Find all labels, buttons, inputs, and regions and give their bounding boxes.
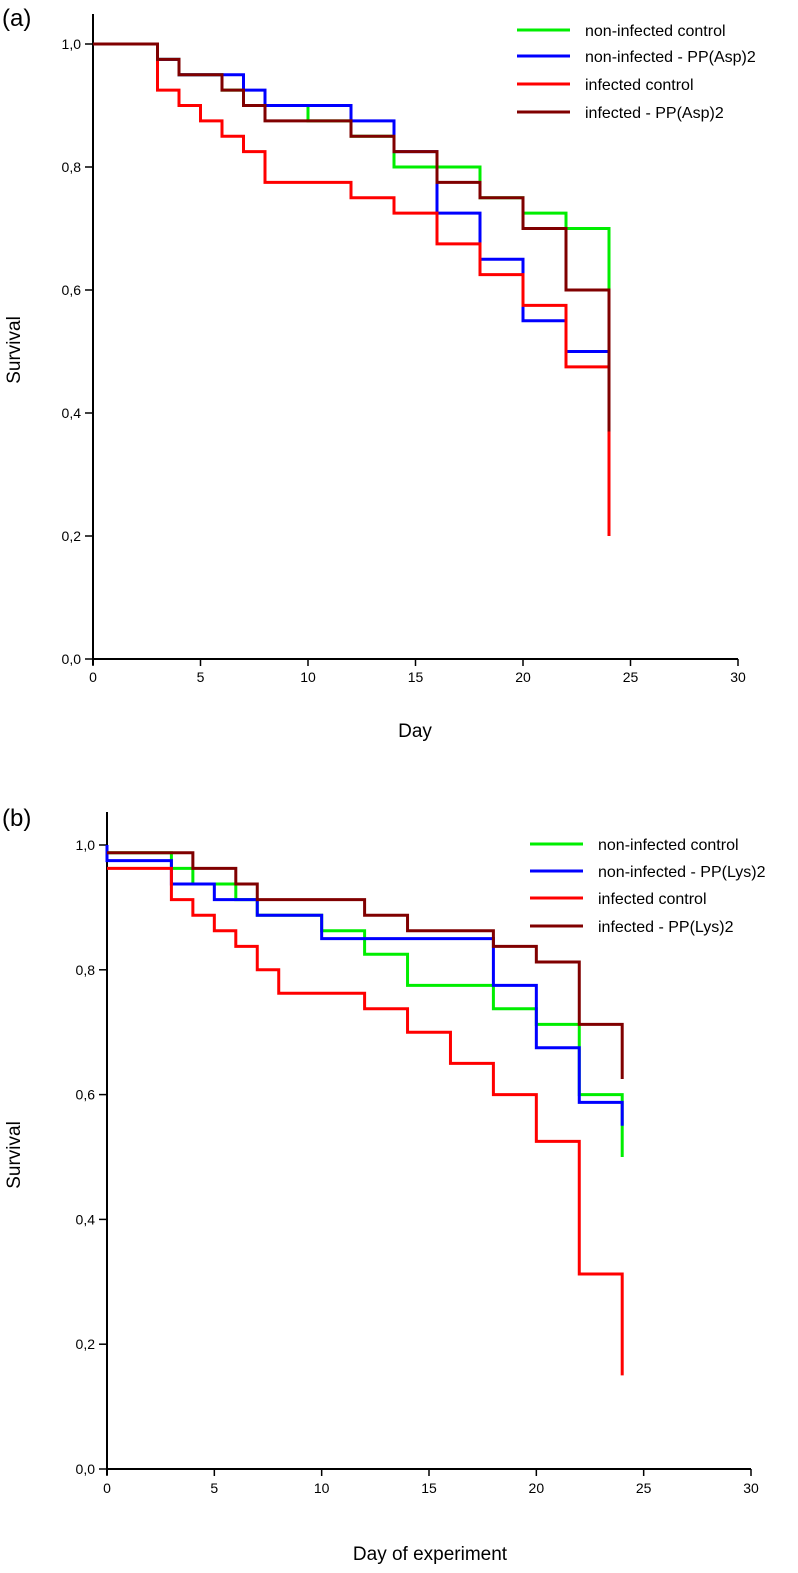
x-tick-label: 10 bbox=[300, 669, 316, 685]
series-line-infected-control bbox=[93, 42, 611, 536]
series-line-infected-pp-lys-2 bbox=[107, 851, 624, 1079]
y-tick-label: 0,0 bbox=[62, 651, 82, 667]
x-tick-label: 0 bbox=[103, 1480, 111, 1496]
y-tick-label: 0,6 bbox=[62, 282, 82, 298]
panel-label: (a) bbox=[2, 5, 31, 32]
series-line-infected-control bbox=[107, 866, 624, 1376]
series-line-non-infected-control bbox=[107, 851, 624, 1157]
y-tick-label: 0,2 bbox=[62, 528, 82, 544]
panel-b: (b) 0 5 10 15 20 25 30 0,0 0,2 0,4 0,6 0,8 1,0 Day of … bbox=[2, 805, 766, 1565]
legend-label: infected - PP(Asp)2 bbox=[585, 105, 724, 122]
legend-label: non-infected - PP(Lys)2 bbox=[598, 864, 766, 881]
x-tick-label: 20 bbox=[529, 1480, 545, 1496]
series-line-non-infected-control bbox=[93, 42, 611, 290]
legend-label: infected control bbox=[585, 77, 694, 94]
y-tick-label: 0,8 bbox=[76, 962, 96, 978]
y-tick-label: 0,4 bbox=[62, 405, 82, 421]
y-tick-label: 0,8 bbox=[62, 159, 82, 175]
x-tick-label: 20 bbox=[515, 669, 531, 685]
legend-label: infected control bbox=[598, 891, 707, 908]
x-tick-label: 30 bbox=[743, 1480, 759, 1496]
y-axis-label: Survival bbox=[4, 1121, 25, 1189]
x-tick-label: 30 bbox=[730, 669, 746, 685]
x-tick-label: 5 bbox=[197, 669, 205, 685]
y-tick-label: 0,4 bbox=[76, 1211, 96, 1227]
legend-label: non-infected control bbox=[598, 837, 739, 854]
x-tick-label: 25 bbox=[636, 1480, 652, 1496]
y-tick-label: 0,0 bbox=[76, 1461, 96, 1477]
x-axis-label: Day of experiment bbox=[353, 1544, 508, 1565]
panel-a: (a) 0 5 10 15 20 25 30 0,0 0,2 0,4 0,6 0,8 1,0 Day Surv… bbox=[2, 5, 756, 742]
x-tick-label: 15 bbox=[408, 669, 424, 685]
series-line-non-infected-pp-lys-2 bbox=[105, 845, 624, 1126]
x-tick-label: 25 bbox=[623, 669, 639, 685]
panel-label: (b) bbox=[2, 805, 31, 832]
x-tick-label: 10 bbox=[314, 1480, 330, 1496]
y-tick-label: 0,2 bbox=[76, 1336, 96, 1352]
y-tick-label: 0,6 bbox=[76, 1087, 96, 1103]
series-line-non-infected-pp-asp-2 bbox=[93, 42, 611, 475]
x-tick-label: 0 bbox=[89, 669, 97, 685]
x-axis-label: Day bbox=[398, 721, 432, 742]
y-axis-label: Survival bbox=[4, 316, 25, 384]
legend-label: non-infected control bbox=[585, 23, 726, 40]
y-tick-label: 1,0 bbox=[76, 837, 96, 853]
x-tick-label: 5 bbox=[210, 1480, 218, 1496]
x-tick-label: 15 bbox=[421, 1480, 437, 1496]
y-tick-label: 1,0 bbox=[62, 36, 82, 52]
series-line-infected-pp-asp-2 bbox=[93, 42, 611, 432]
legend-label: non-infected - PP(Asp)2 bbox=[585, 49, 756, 66]
legend-label: infected - PP(Lys)2 bbox=[598, 919, 734, 936]
